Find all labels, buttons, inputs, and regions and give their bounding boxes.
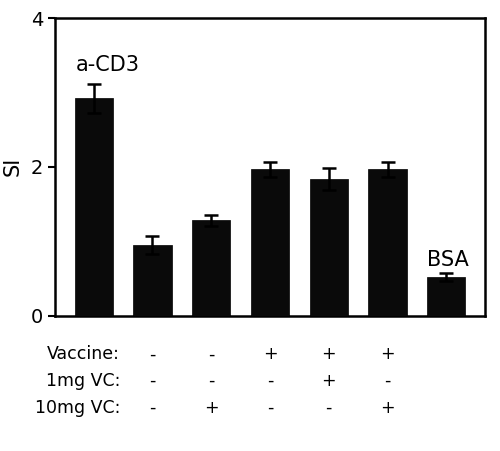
Text: -: - [208, 345, 214, 364]
Text: -: - [149, 372, 156, 390]
Bar [74, 98, 113, 316]
Text: -: - [149, 345, 156, 364]
Text: 1mg VC:: 1mg VC: [46, 372, 120, 390]
Text: +: + [262, 345, 278, 364]
Bar [368, 169, 406, 316]
Text: 10mg VC:: 10mg VC: [34, 399, 120, 417]
Text: +: + [322, 372, 336, 390]
Text: -: - [208, 372, 214, 390]
Text: a-CD3: a-CD3 [76, 55, 140, 74]
Text: -: - [326, 399, 332, 417]
Bar [192, 221, 230, 316]
Bar [310, 179, 348, 316]
Text: -: - [267, 372, 273, 390]
Text: Vaccine:: Vaccine: [47, 345, 120, 364]
Text: +: + [322, 345, 336, 364]
Bar [134, 245, 172, 316]
Text: BSA: BSA [427, 249, 469, 270]
Y-axis label: SI: SI [2, 157, 22, 176]
Text: +: + [380, 399, 395, 417]
Text: -: - [384, 372, 391, 390]
Text: -: - [149, 399, 156, 417]
Text: +: + [380, 345, 395, 364]
Text: +: + [204, 399, 218, 417]
Text: -: - [267, 399, 273, 417]
Bar [251, 169, 289, 316]
Bar [427, 277, 466, 316]
